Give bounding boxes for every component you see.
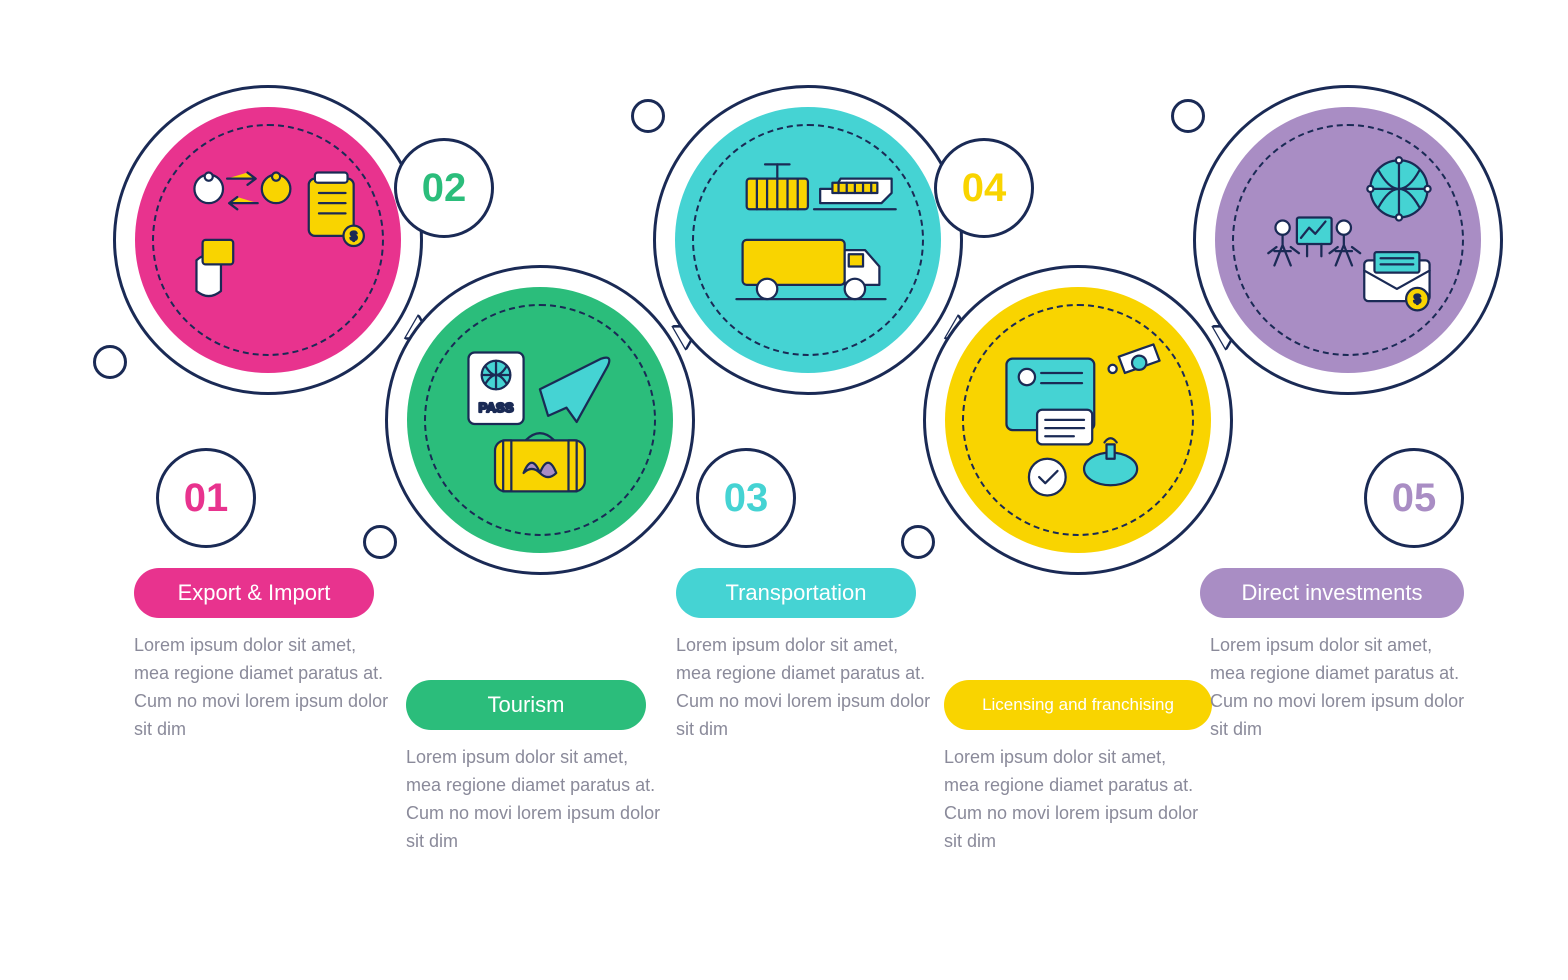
step-1-body: Lorem ipsum dolor sit amet, mea regione … <box>134 632 390 744</box>
step-4-number-badge: 04 <box>934 138 1034 238</box>
transportation-icon <box>706 138 910 342</box>
step-3-label: Transportation <box>676 568 916 618</box>
svg-text:$: $ <box>350 229 357 243</box>
step-1-icon-wrap: $ <box>166 138 370 342</box>
step-1-circle: $ <box>113 85 423 395</box>
step-5-label: Direct investments <box>1200 568 1464 618</box>
step-4-label: Licensing and franchising <box>944 680 1212 730</box>
step-3-knob <box>631 99 665 133</box>
step-5-knob <box>1171 99 1205 133</box>
export-import-icon: $ <box>166 138 370 342</box>
step-3-body: Lorem ipsum dolor sit amet, mea regione … <box>676 632 932 744</box>
step-2-knob <box>363 525 397 559</box>
step-2-body: Lorem ipsum dolor sit amet, mea regione … <box>406 744 662 856</box>
step-5-icon-wrap: $ <box>1246 138 1450 342</box>
step-2-circle: PASS <box>385 265 695 575</box>
step-3-icon-wrap <box>706 138 910 342</box>
svg-text:PASS: PASS <box>479 400 514 415</box>
step-4-circle <box>923 265 1233 575</box>
licensing-icon <box>976 318 1180 522</box>
step-4-knob <box>901 525 935 559</box>
step-2-number-badge: 02 <box>394 138 494 238</box>
step-4-icon-wrap <box>976 318 1180 522</box>
step-2-label: Tourism <box>406 680 646 730</box>
step-3-number-badge: 03 <box>696 448 796 548</box>
step-4-body: Lorem ipsum dolor sit amet, mea regione … <box>944 744 1200 856</box>
step-1-number-badge: 01 <box>156 448 256 548</box>
step-5-number-badge: 05 <box>1364 448 1464 548</box>
step-5-circle: $ <box>1193 85 1503 395</box>
investments-icon: $ <box>1246 138 1450 342</box>
step-5-body: Lorem ipsum dolor sit amet, mea regione … <box>1210 632 1466 744</box>
step-1-knob <box>93 345 127 379</box>
tourism-icon: PASS <box>438 318 642 522</box>
svg-text:$: $ <box>1414 292 1421 306</box>
step-3-circle <box>653 85 963 395</box>
step-1-label: Export & Import <box>134 568 374 618</box>
step-2-icon-wrap: PASS <box>438 318 642 522</box>
